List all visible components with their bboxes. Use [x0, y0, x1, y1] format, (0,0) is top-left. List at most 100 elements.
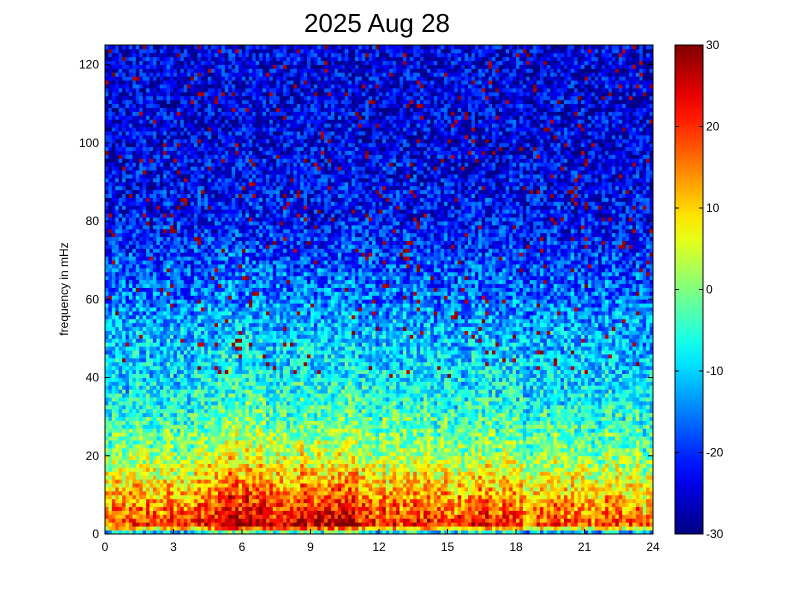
heatmap-cell: [177, 522, 181, 526]
heatmap-cell: [232, 53, 236, 57]
heatmap-cell: [122, 96, 126, 100]
heatmap-cell: [129, 358, 133, 362]
heatmap-cell: [225, 182, 229, 186]
heatmap-cell: [191, 362, 195, 366]
heatmap-cell: [170, 378, 174, 382]
heatmap-cell: [221, 483, 225, 487]
heatmap-cell: [211, 217, 215, 221]
heatmap-cell: [239, 307, 243, 311]
heatmap-cell: [136, 432, 140, 436]
heatmap-cell: [184, 385, 188, 389]
heatmap-cell: [204, 358, 208, 362]
heatmap-cell: [146, 428, 150, 432]
heatmap-cell: [122, 147, 126, 151]
heatmap-cell: [191, 424, 195, 428]
heatmap-cell: [197, 84, 201, 88]
heatmap-cell: [136, 217, 140, 221]
heatmap-cell: [204, 346, 208, 350]
heatmap-cell: [167, 342, 171, 346]
heatmap-cell: [184, 252, 188, 256]
heatmap-cell: [150, 338, 154, 342]
heatmap-cell: [177, 448, 181, 452]
heatmap-cell: [150, 350, 154, 354]
heatmap-cell: [228, 194, 232, 198]
heatmap-cell: [197, 155, 201, 159]
heatmap-cell: [143, 108, 147, 112]
heatmap-cell: [180, 436, 184, 440]
heatmap-cell: [115, 108, 119, 112]
heatmap-cell: [221, 217, 225, 221]
heatmap-cell: [197, 72, 201, 76]
heatmap-cell: [163, 499, 167, 503]
heatmap-cell: [204, 272, 208, 276]
heatmap-cell: [112, 518, 116, 522]
heatmap-cell: [167, 248, 171, 252]
heatmap-cell: [208, 108, 212, 112]
heatmap-cell: [115, 342, 119, 346]
heatmap-cell: [204, 413, 208, 417]
heatmap-cell: [239, 166, 243, 170]
heatmap-cell: [156, 61, 160, 65]
heatmap-cell: [215, 119, 219, 123]
heatmap-cell: [108, 421, 112, 425]
heatmap-cell: [150, 72, 154, 76]
heatmap-cell: [235, 514, 239, 518]
heatmap-cell: [150, 503, 154, 507]
heatmap-cell: [146, 424, 150, 428]
heatmap-cell: [180, 440, 184, 444]
heatmap-cell: [239, 237, 243, 241]
heatmap-cell: [115, 475, 119, 479]
heatmap-cell: [119, 190, 123, 194]
heatmap-cell: [197, 260, 201, 264]
heatmap-cell: [228, 417, 232, 421]
heatmap-cell: [160, 389, 164, 393]
heatmap-cell: [221, 182, 225, 186]
heatmap-cell: [211, 495, 215, 499]
heatmap-cell: [177, 72, 181, 76]
heatmap-cell: [105, 72, 109, 76]
heatmap-cell: [139, 405, 143, 409]
heatmap-cell: [180, 252, 184, 256]
heatmap-cell: [235, 295, 239, 299]
heatmap-cell: [150, 518, 154, 522]
heatmap-cell: [228, 115, 232, 119]
heatmap-cell: [204, 131, 208, 135]
heatmap-cell: [197, 413, 201, 417]
heatmap-cell: [108, 424, 112, 428]
heatmap-cell: [174, 245, 178, 249]
heatmap-cell: [218, 291, 222, 295]
heatmap-cell: [235, 483, 239, 487]
heatmap-cell: [201, 460, 205, 464]
heatmap-cell: [153, 248, 157, 252]
heatmap-cell: [167, 397, 171, 401]
heatmap-cell: [208, 96, 212, 100]
heatmap-cell: [177, 389, 181, 393]
heatmap-cell: [191, 248, 195, 252]
heatmap-cell: [187, 201, 191, 205]
heatmap-cell: [201, 374, 205, 378]
heatmap-cell: [204, 323, 208, 327]
heatmap-cell: [132, 205, 136, 209]
heatmap-cell: [136, 92, 140, 96]
heatmap-cell: [112, 68, 116, 72]
heatmap-cell: [204, 194, 208, 198]
heatmap-cell: [122, 303, 126, 307]
heatmap-cell: [194, 178, 198, 182]
heatmap-cell: [204, 115, 208, 119]
heatmap-cell: [160, 252, 164, 256]
heatmap-cell: [204, 483, 208, 487]
heatmap-cell: [122, 487, 126, 491]
heatmap-cell: [156, 147, 160, 151]
heatmap-cell: [105, 440, 109, 444]
heatmap-cell: [191, 135, 195, 139]
heatmap-cell: [167, 295, 171, 299]
heatmap-cell: [105, 245, 109, 249]
heatmap-cell: [187, 252, 191, 256]
heatmap-cell: [129, 158, 133, 162]
heatmap-cell: [146, 96, 150, 100]
heatmap-cell: [126, 108, 130, 112]
heatmap-cell: [170, 131, 174, 135]
heatmap-cell: [228, 241, 232, 245]
heatmap-cell: [150, 233, 154, 237]
heatmap-cell: [143, 123, 147, 127]
